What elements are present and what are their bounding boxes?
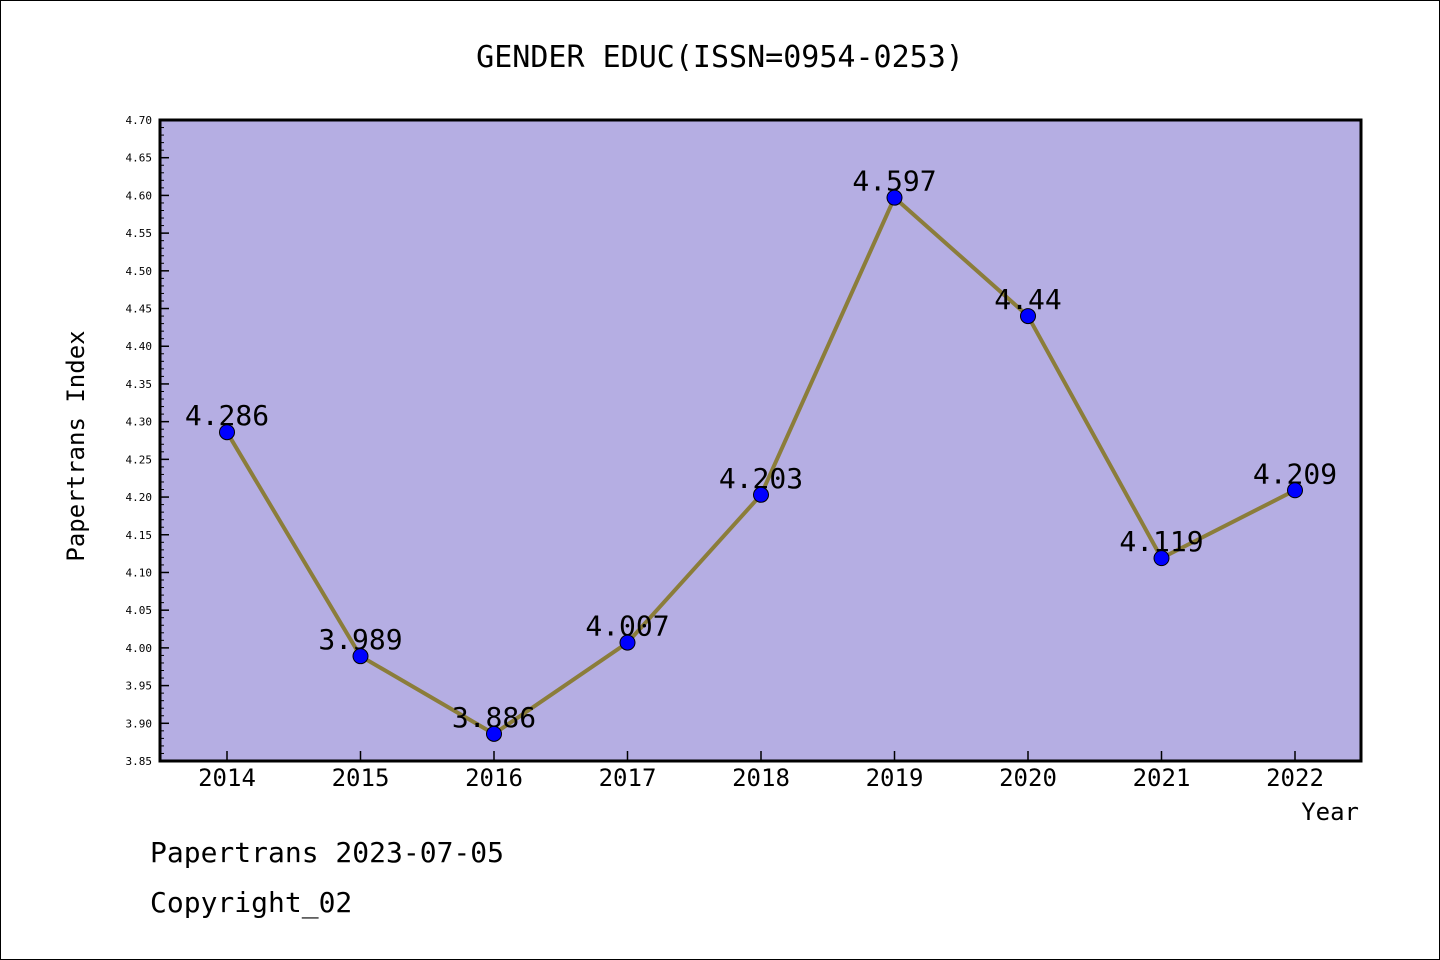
x-tick-label: 2020 [999,764,1057,792]
data-point [1020,308,1036,325]
x-axis-label: Year [1301,798,1359,826]
x-tick-label: 2015 [332,764,390,792]
y-tick-label: 4.30 [126,416,153,429]
y-tick-label: 4.35 [126,378,153,391]
data-point [486,725,502,742]
x-tick-label: 2014 [198,764,256,792]
y-tick-label: 3.95 [126,680,153,693]
x-tick-label: 2022 [1266,764,1324,792]
y-tick-label: 3.85 [126,755,153,768]
y-axis-label: Papertrans Index [62,330,90,561]
y-tick-label: 4.25 [126,453,153,466]
chart-title: GENDER EDUC(ISSN=0954-0253) [476,40,964,75]
footer-date: Papertrans 2023-07-05 [150,836,505,869]
x-axis: 2014 2015 2016 2017 2018 2019 2020 2021 2022 [198,751,1324,792]
y-tick-label: 4.55 [126,227,153,240]
y-tick-label: 4.65 [126,152,153,165]
data-point [352,648,369,665]
x-tick-label: 2019 [866,764,924,792]
data-point [1287,482,1303,499]
data-point [219,424,235,441]
y-tick-label: 4.10 [126,566,153,579]
x-tick-label: 2018 [732,764,790,792]
y-tick-label: 4.50 [126,265,153,278]
data-point [1153,550,1170,567]
y-tick-label: 3.90 [126,717,153,730]
footer-copyright: Copyright_02 [150,886,353,919]
data-point [619,634,636,651]
x-tick-label: 2016 [465,764,523,792]
y-tick-label: 4.40 [126,340,153,353]
y-tick-label: 4.15 [126,529,153,542]
y-axis: 4.70 4.65 4.60 4.55 4.50 4.45 4.40 4.35 4.30 4.25… [126,114,169,768]
x-tick-label: 2017 [599,764,657,792]
y-tick-label: 4.45 [126,303,153,316]
y-tick-label: 4.00 [126,642,153,655]
y-tick-label: 4.70 [126,114,153,127]
plot-area [158,118,1363,763]
y-tick-label: 4.60 [126,189,153,202]
y-tick-label: 4.20 [126,491,153,504]
x-tick-label: 2021 [1133,764,1191,792]
series-layer: 4.2863.9893.8864.0074.2034.5974.444.1194… [185,165,1337,742]
y-tick-label: 4.05 [126,604,153,617]
data-point [753,486,769,503]
data-point [886,189,903,206]
